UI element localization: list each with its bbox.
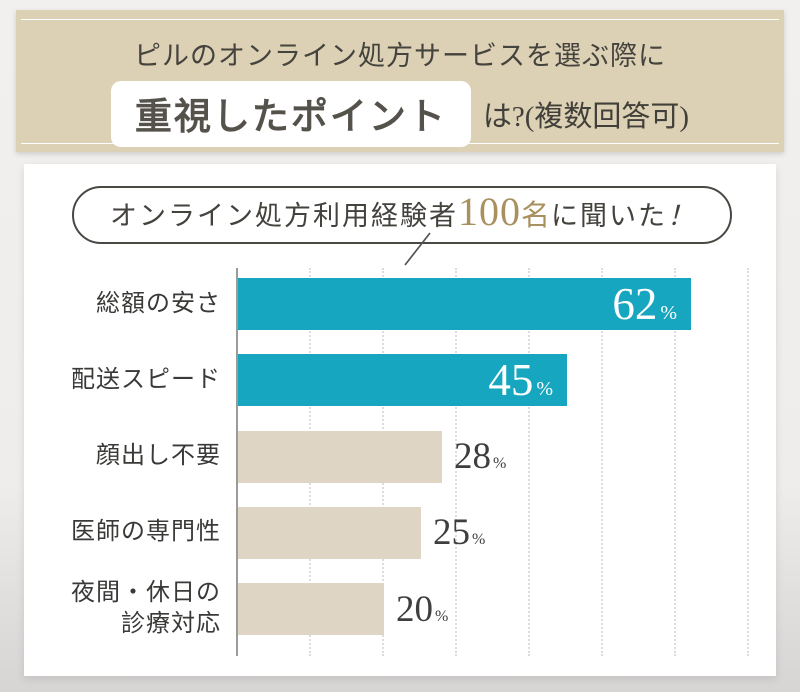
callout-exclamation: ！ <box>667 201 694 231</box>
bar <box>238 278 691 330</box>
bar <box>238 506 421 559</box>
callout-bubble: オンライン処方利用経験者 100 名 に聞いた ！ <box>72 186 732 244</box>
bar-chart: 総額の安さ 62% 配送スピード 45% 顔出し不要 28% 医師の専門性 25% 夜間・休日の… <box>24 268 776 658</box>
header-line2: 重視したポイント は?(複数回答可) <box>16 81 784 147</box>
gridline <box>601 268 603 656</box>
header-suffix: は?(複数回答可) <box>482 101 690 133</box>
header-banner: ピルのオンライン処方サービスを選ぶ際に 重視したポイント は?(複数回答可) <box>16 10 784 152</box>
header-line1: ピルのオンライン処方サービスを選ぶ際に <box>134 41 666 71</box>
callout-suffix: に聞いた <box>551 201 667 231</box>
bar-value: 45% <box>488 355 553 406</box>
bar-label: 顔出し不要 <box>96 443 221 470</box>
bar <box>238 354 567 407</box>
callout-tail-line <box>404 232 431 266</box>
callout-count: 100 <box>457 189 521 234</box>
gridline <box>455 268 457 656</box>
y-axis-line <box>236 268 238 656</box>
gridline <box>674 268 676 656</box>
bar-label: 配送スピード <box>71 366 221 393</box>
chart-card: オンライン処方利用経験者 100 名 に聞いた ！ 総額の安さ 62% 配送スピード… <box>24 164 776 676</box>
bar <box>238 583 384 635</box>
bar-label: 医師の専門性 <box>71 519 221 546</box>
callout-unit: 名 <box>520 200 551 232</box>
header-highlight-box: 重視したポイント <box>110 81 471 147</box>
bar-value: 20% <box>396 588 449 630</box>
callout-prefix: オンライン処方利用経験者 <box>109 201 458 231</box>
gridline <box>528 268 530 656</box>
bar-label: 夜間・休日の 診療対応 <box>71 580 221 637</box>
bar-label: 総額の安さ <box>96 290 221 317</box>
bar-value: 25% <box>433 512 486 554</box>
gridline <box>747 268 749 656</box>
bar <box>238 430 442 483</box>
bar-value: 28% <box>454 436 507 477</box>
bar-value: 62% <box>612 279 677 329</box>
